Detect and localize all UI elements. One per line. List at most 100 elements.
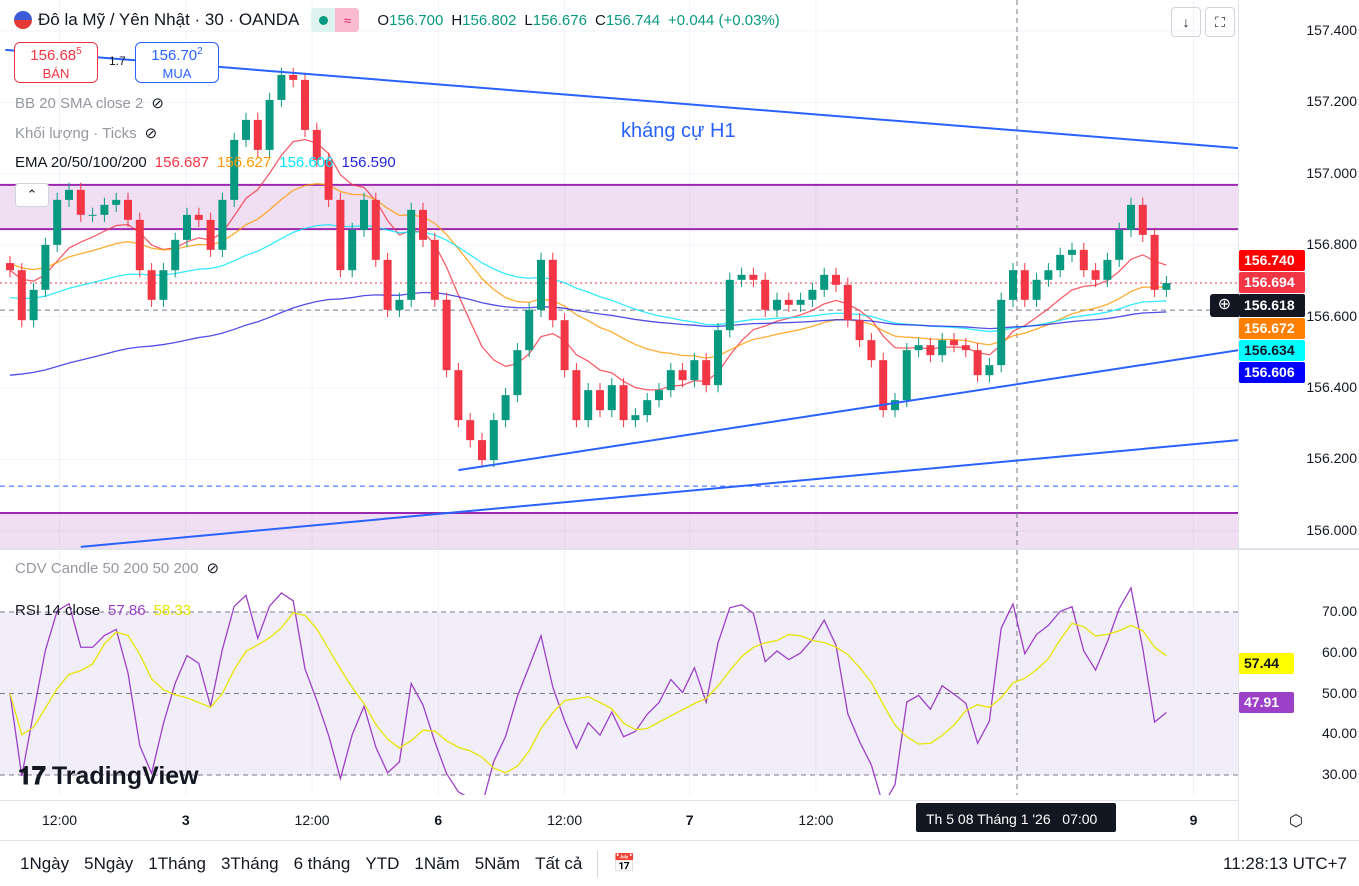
range-button[interactable]: 1Tháng (148, 853, 206, 873)
rsi-line (9, 586, 1167, 795)
price-tag: 156.740 (1239, 250, 1305, 271)
candle-body (371, 199, 380, 260)
price-tag: 156.694 (1239, 272, 1305, 293)
rsi-chart[interactable] (0, 550, 1238, 795)
download-arrow-icon[interactable]: ↓ (1171, 7, 1201, 37)
legend-rsi[interactable]: RSI 14 close 57.86 58.33 (15, 602, 191, 619)
candle-body (289, 74, 298, 80)
candle-body (135, 219, 144, 271)
fullscreen-icon[interactable]: ⛶ (1205, 7, 1235, 37)
candle-body (1138, 204, 1147, 235)
sell-button[interactable]: 156.685 BÁN (14, 42, 98, 83)
legend-bb[interactable]: BB 20 SMA close 2 ⊘ (15, 94, 164, 113)
candle-body (65, 189, 73, 200)
annotation-text[interactable]: kháng cự H1 (621, 120, 736, 142)
ohlc-values: O156.700 H156.802 L156.676 C156.744 +0.0… (377, 12, 779, 29)
high-label: H (451, 11, 463, 29)
time-tick: 3 (181, 812, 190, 828)
candle-body (312, 129, 321, 160)
candle-body (253, 119, 262, 150)
candle-body (1162, 283, 1171, 290)
symbol-title[interactable]: Đô la Mỹ / Yên Nhật · 30 · OANDA (38, 10, 300, 29)
legend-volume[interactable]: Khối lượng · Ticks ⊘ (15, 124, 158, 143)
range-buttons: 1Ngày 5Ngày 1Tháng 3Tháng 6 tháng YTD 1Năm 5Năm… (20, 854, 582, 874)
price-chart[interactable] (0, 0, 1238, 548)
candle-body (230, 139, 239, 200)
candle-body (478, 440, 486, 461)
ema-line-100 (9, 223, 1167, 333)
add-alert-plus-icon[interactable]: ⊕ (1210, 294, 1239, 317)
buy-price: 156.70 (151, 47, 198, 64)
candle-body (784, 299, 793, 305)
collapse-legend-button[interactable]: ⌃ (15, 183, 49, 207)
candle-body (985, 365, 994, 376)
candle-body (537, 259, 545, 310)
range-button[interactable]: 5Năm (474, 853, 521, 873)
price-tag: 156.606 (1239, 362, 1305, 383)
high-value: 156.802 (462, 11, 517, 29)
range-button[interactable]: 1Ngày (20, 853, 70, 873)
rsi-ma-line (9, 611, 1167, 774)
eye-hidden-icon[interactable]: ⊘ (206, 560, 220, 577)
candle-body (395, 299, 404, 310)
time-tick: 12:00 (798, 812, 834, 828)
candle-body (914, 345, 923, 351)
candle-body (100, 204, 109, 215)
candle-body (619, 385, 628, 421)
range-button[interactable]: 6 tháng (293, 853, 351, 873)
candle-body (159, 270, 168, 300)
buy-button[interactable]: 156.702 MUA (135, 42, 219, 83)
rsi-tag: 47.91 (1239, 692, 1294, 713)
legend-ema[interactable]: EMA 20/50/100/200 156.687 156.627 156.60… (15, 154, 396, 171)
range-button[interactable]: Tất cả (535, 853, 583, 873)
range-button[interactable]: 1Năm (414, 853, 460, 873)
candle-body (938, 340, 947, 356)
candle-body (348, 229, 357, 271)
ema100-value: 156.606 (279, 154, 334, 171)
candle-body (218, 199, 227, 250)
time-axis-border (0, 800, 1238, 801)
clock[interactable]: 11:28:13 UTC+7 (1223, 853, 1347, 873)
buy-price-sup: 2 (197, 46, 203, 57)
ema50-value: 156.627 (217, 154, 272, 171)
market-open-dot-icon (311, 8, 336, 32)
rsi-tick: 70.00 (1321, 603, 1357, 619)
range-button[interactable]: YTD (365, 853, 400, 873)
candle-body (454, 370, 463, 421)
sell-label: BÁN (42, 66, 70, 81)
zone (0, 512, 1238, 548)
low-value: 156.676 (532, 11, 587, 29)
candle-body (891, 400, 899, 411)
range-button[interactable]: 3Tháng (220, 853, 279, 873)
market-status[interactable]: ≈ (311, 8, 360, 32)
close-value: 156.744 (605, 11, 661, 29)
ema-label: EMA 20/50/100/200 (15, 154, 147, 171)
buy-label: MUA (162, 66, 192, 81)
trendline (458, 349, 1238, 472)
price-tick: 156.400 (1306, 379, 1357, 395)
price-tick: 156.600 (1306, 307, 1357, 324)
spread: 1.7 (109, 54, 126, 68)
goto-date-calendar-icon[interactable]: 📅 (613, 853, 636, 873)
price-tag: 156.672 (1239, 318, 1305, 339)
time-tooltip: Th 5 08 Tháng 1 '26 07:00 (916, 803, 1116, 832)
candle-body (855, 320, 864, 341)
tradingview-logo[interactable]: 𝟏𝟕 TradingView (18, 762, 199, 791)
trendline (80, 439, 1238, 548)
candle-body (147, 270, 156, 300)
eye-hidden-icon[interactable]: ⊘ (151, 95, 164, 112)
candle-body (961, 345, 970, 351)
price-tick: 157.000 (1306, 164, 1357, 181)
open-label: O (377, 11, 390, 29)
candle-body (1115, 229, 1124, 260)
legend-cdv[interactable]: CDV Candle 50 200 50 200 ⊘ (15, 559, 220, 578)
time-tick: 12:00 (547, 812, 583, 828)
change-value: +0.044 (+0.03%) (668, 11, 780, 29)
candle-body (820, 274, 829, 290)
eye-hidden-icon[interactable]: ⊘ (144, 125, 158, 142)
pane-separator[interactable] (0, 548, 1359, 550)
candle-body (560, 320, 569, 371)
range-button[interactable]: 5Ngày (84, 853, 134, 873)
candle-body (194, 214, 203, 220)
settings-gear-icon[interactable]: ⬡ (1289, 813, 1303, 830)
